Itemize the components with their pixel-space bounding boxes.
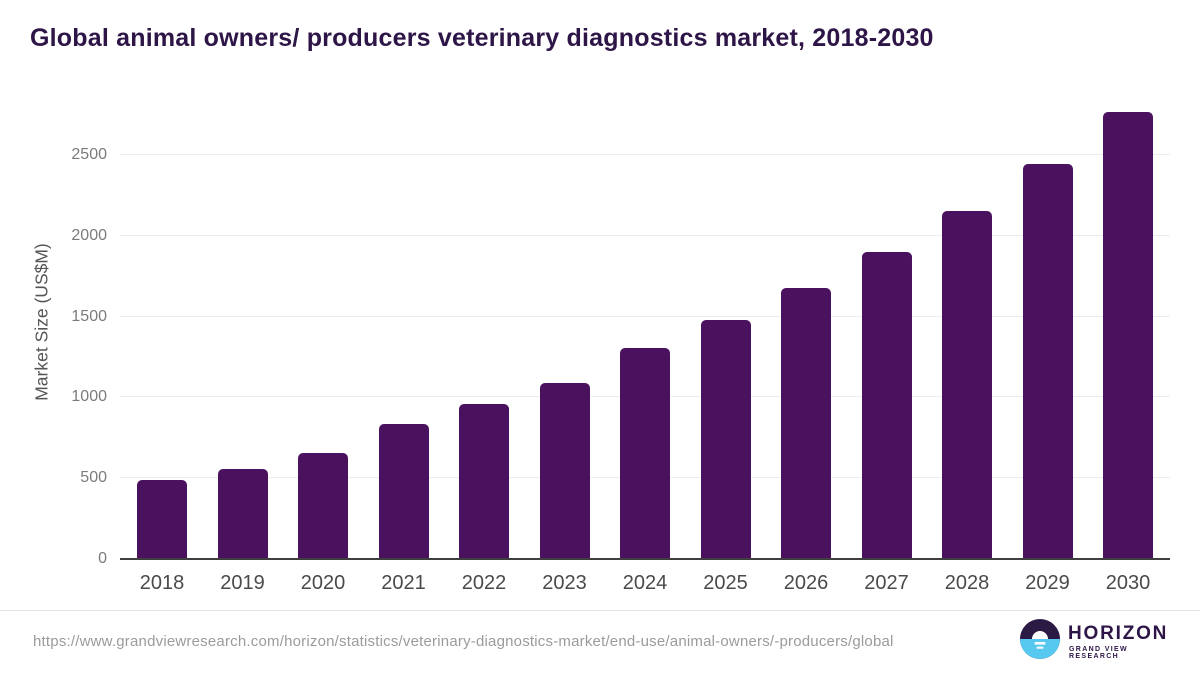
bar-2022	[459, 404, 509, 559]
x-tick-label-2023: 2023	[542, 572, 587, 594]
x-tick-cell-2028: 2028	[942, 572, 992, 596]
y-tick-label-500: 500	[80, 469, 107, 487]
bar-2023	[539, 383, 590, 559]
x-tick-label-2030: 2030	[1105, 572, 1151, 594]
x-tick-cell-2018: 2018	[137, 572, 187, 596]
x-tick-label-2028: 2028	[944, 572, 990, 594]
x-tick-cell-2020: 2020	[298, 572, 348, 596]
x-tick-cell-2026: 2026	[781, 572, 831, 596]
x-tick-cell-2019: 2019	[218, 572, 268, 596]
y-tick-label-2500: 2500	[71, 146, 107, 163]
x-tick-cell-2023: 2023	[540, 572, 590, 596]
x-axis-tick-labels: 2018 2019 2020 2021 2022 2023 2024 2025 2026 2027…	[120, 572, 1170, 596]
x-tick-label-2026: 2026	[783, 572, 829, 594]
x-tick-cell-2024: 2024	[620, 572, 670, 596]
chart-title: Global animal owners/ producers veterina…	[30, 24, 934, 52]
x-tick-label-2020: 2020	[300, 572, 346, 594]
bar-2020	[298, 453, 348, 559]
gridline-2000	[120, 234, 1170, 236]
x-tick-label-2021: 2021	[381, 572, 426, 594]
gridline-2500	[120, 154, 1170, 155]
bar-2030	[1103, 112, 1153, 559]
horizon-logo: HORIZON GRAND VIEW RESEARCH	[1020, 619, 1180, 661]
x-tick-cell-2029: 2029	[1023, 572, 1073, 596]
bar-2029	[1022, 164, 1073, 559]
bar-2025	[700, 320, 751, 559]
bar-2018	[137, 480, 187, 559]
x-tick-cell-2025: 2025	[701, 572, 751, 596]
x-tick-label-2027: 2027	[864, 572, 909, 594]
bars-row	[120, 99, 1170, 559]
x-tick-cell-2030: 2030	[1103, 572, 1153, 596]
x-tick-label-2019: 2019	[220, 572, 265, 594]
bar-2021	[378, 424, 429, 559]
x-tick-label-2022: 2022	[461, 572, 507, 594]
x-axis-line	[120, 558, 1170, 560]
bar-2024	[620, 348, 670, 559]
footer-source-url: https://www.grandviewresearch.com/horizo…	[33, 633, 894, 650]
bar-2027	[861, 252, 912, 559]
bar-2028	[942, 211, 992, 559]
y-tick-label-2000: 2000	[71, 226, 107, 244]
x-tick-cell-2022: 2022	[459, 572, 509, 596]
x-tick-label-2025: 2025	[703, 572, 748, 594]
footer-divider	[0, 610, 1200, 611]
x-tick-label-2018: 2018	[139, 572, 185, 594]
x-tick-cell-2027: 2027	[862, 572, 912, 596]
bar-2019	[217, 469, 268, 559]
gridline-1500	[120, 315, 1170, 317]
y-tick-label-1000: 1000	[71, 388, 107, 406]
x-tick-label-2024: 2024	[622, 572, 668, 594]
sunrise-horizon-icon	[1020, 619, 1060, 659]
logo-subtitle-text: GRAND VIEW RESEARCH	[1069, 646, 1128, 660]
y-tick-label-0: 0	[98, 550, 107, 567]
y-tick-label-1500: 1500	[71, 307, 107, 325]
x-tick-label-2029: 2029	[1025, 572, 1070, 594]
x-tick-cell-2021: 2021	[379, 572, 429, 596]
bar-2026	[781, 288, 831, 559]
logo-brand-text: HORIZON	[1068, 623, 1169, 644]
